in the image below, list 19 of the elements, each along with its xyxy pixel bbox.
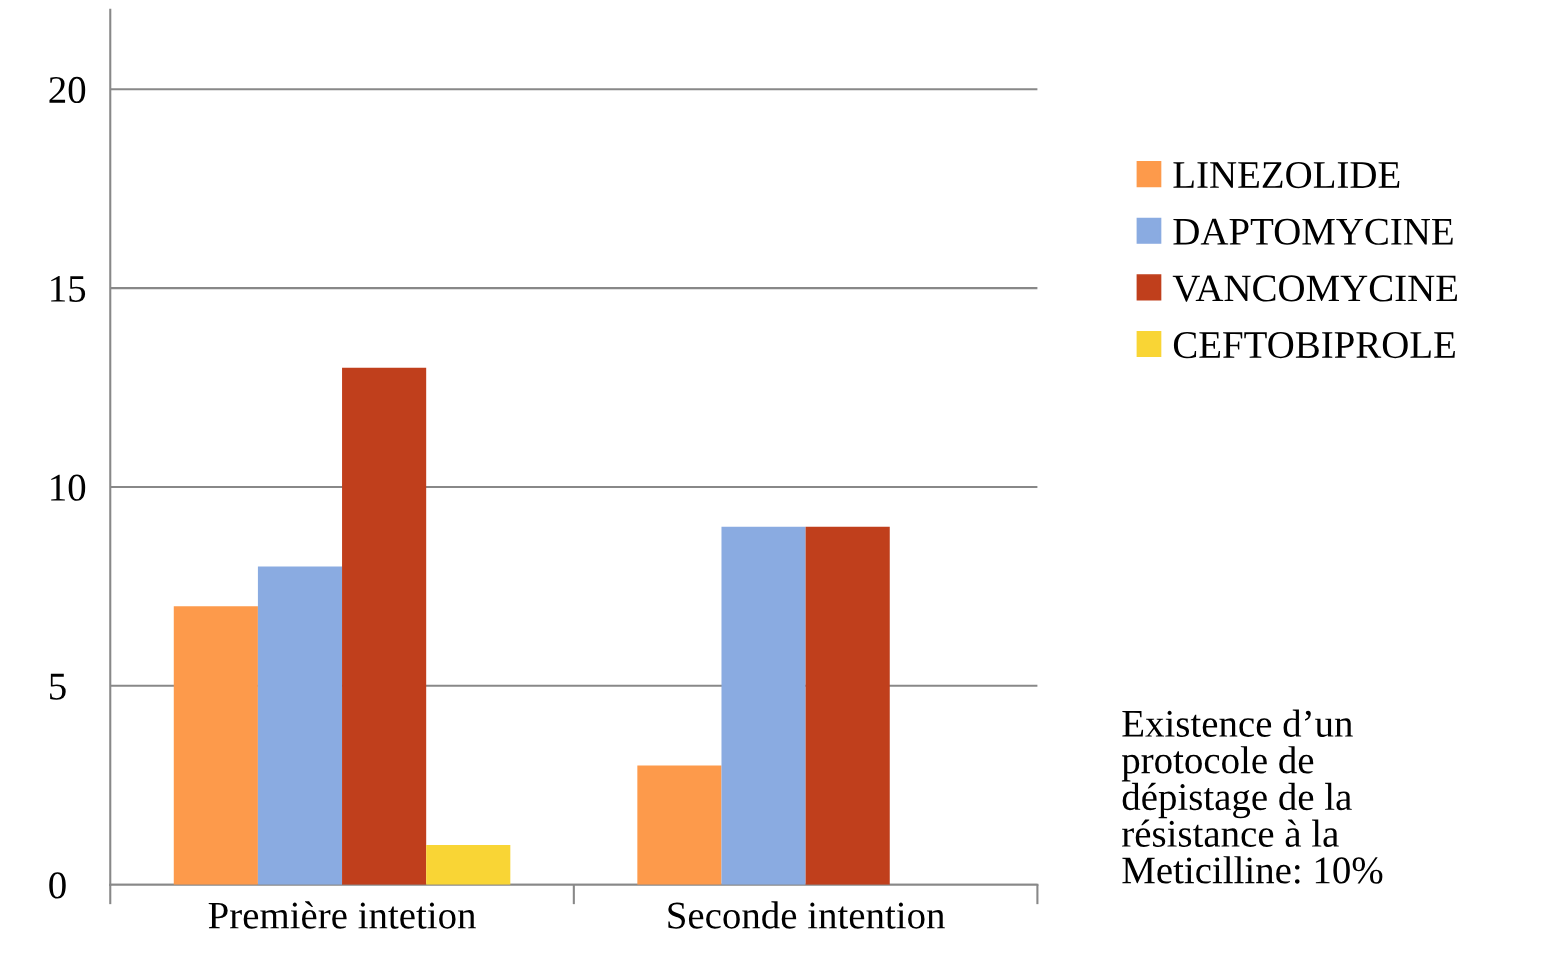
y-tick-label: 0 <box>49 872 66 899</box>
y-tick-label: 10 <box>51 474 86 501</box>
bar <box>805 526 890 885</box>
y-tick-label: 15 <box>51 275 86 302</box>
bar <box>342 367 427 885</box>
text: Existence d’un protocole de dépistage de la résistance à la Meticilline: 10% <box>1121 709 1383 884</box>
y-tick-label: 20 <box>49 76 86 104</box>
x-tick-label: Première intetion <box>208 901 476 929</box>
legend-label: DAPTOMYCINE <box>1173 218 1453 245</box>
legend-label: LINEZOLIDE <box>1173 162 1400 189</box>
bar <box>426 844 511 885</box>
bar <box>257 566 343 885</box>
y-tick-label: 5 <box>50 673 66 700</box>
bar <box>721 526 806 885</box>
bar <box>637 765 722 885</box>
legend-label: CEFTOBIPROLE <box>1173 332 1455 359</box>
legend-label: VANCOMYCINE <box>1172 275 1458 302</box>
bar <box>173 606 258 885</box>
x-tick-label: Seconde intention <box>668 901 945 929</box>
